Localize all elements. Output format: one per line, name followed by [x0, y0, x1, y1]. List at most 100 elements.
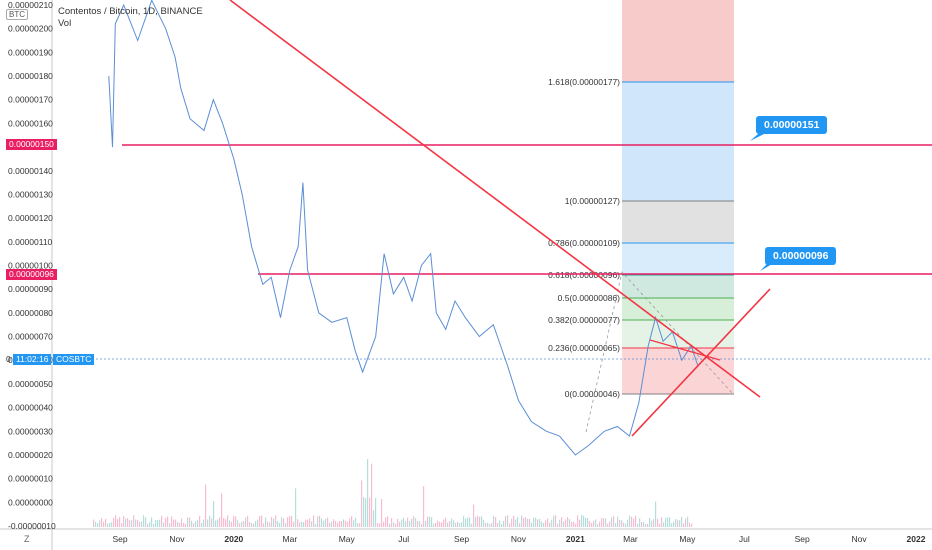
- volume-bar: [519, 523, 521, 527]
- volume-bar: [291, 516, 293, 527]
- volume-bar: [439, 521, 441, 527]
- volume-bar: [633, 518, 635, 527]
- volume-bar: [527, 518, 529, 527]
- volume-bar: [505, 516, 507, 527]
- volume-bar: [271, 516, 273, 527]
- volume-bar: [303, 522, 305, 527]
- callout-upper-pointer: [750, 134, 764, 141]
- volume-bar: [483, 519, 485, 527]
- volume-bar: [547, 518, 549, 527]
- volume-bar: [219, 517, 221, 527]
- volume-bar: [317, 516, 319, 527]
- volume-bar: [301, 521, 303, 527]
- price-callout-lower[interactable]: 0.00000096: [765, 247, 837, 265]
- volume-bar: [431, 517, 433, 527]
- y-tick-label: 0.00000100: [8, 261, 53, 271]
- volume-bar: [471, 523, 473, 527]
- volume-bar: [587, 517, 589, 527]
- volume-bar: [367, 459, 369, 527]
- fib-level-label: 0.618(0.00000096): [548, 270, 620, 280]
- fibonacci-lines: [622, 81, 734, 395]
- volume-bar: [531, 522, 533, 527]
- volume-bar: [351, 516, 353, 527]
- volume-bar: [157, 519, 159, 527]
- short-trendline[interactable]: [649, 339, 721, 361]
- volume-bar: [377, 523, 379, 527]
- fib-level-label: 0.786(0.00000109): [548, 238, 620, 248]
- fibonacci-zones: [622, 0, 734, 394]
- y-tick-label: 0.00000020: [8, 450, 53, 460]
- volume-bar: [599, 521, 601, 527]
- volume-bar: [449, 521, 451, 527]
- volume-bar: [423, 486, 425, 527]
- uptrend-line[interactable]: [631, 288, 771, 437]
- volume-bar: [183, 523, 185, 527]
- volume-bar: [491, 522, 493, 527]
- y-tick-label: 0.00000000: [8, 497, 53, 507]
- volume-bar: [381, 499, 383, 527]
- volume-bar: [215, 520, 217, 527]
- volume-bar: [639, 518, 641, 527]
- volume-bar: [673, 522, 675, 527]
- volume-bar: [393, 522, 395, 527]
- volume-bar: [185, 523, 187, 527]
- volume-bar: [161, 515, 163, 527]
- volume-bar: [495, 517, 497, 527]
- volume-bar: [679, 520, 681, 527]
- volume-bar: [201, 522, 203, 527]
- volume-bar: [425, 520, 427, 527]
- volume-bar: [513, 515, 515, 527]
- volume-bar: [685, 518, 687, 527]
- volume-bar: [619, 519, 621, 527]
- volume-bar: [181, 518, 183, 527]
- volume-bar: [535, 517, 537, 527]
- volume-bar: [565, 519, 567, 527]
- timezone-icon[interactable]: Z: [24, 534, 30, 544]
- volume-bar: [415, 517, 417, 527]
- downtrend-line[interactable]: [229, 0, 761, 398]
- volume-bar: [203, 519, 205, 527]
- volume-bar: [567, 517, 569, 527]
- volume-bar: [573, 521, 575, 527]
- volume-bar: [643, 522, 645, 527]
- volume-bar: [175, 519, 177, 527]
- volume-bar: [127, 518, 129, 527]
- volume-bar: [257, 519, 259, 527]
- volume-bar: [205, 484, 207, 527]
- volume-bar: [615, 523, 617, 527]
- volume-bar: [321, 518, 323, 527]
- volume-bar: [379, 523, 381, 527]
- volume-bar: [243, 521, 245, 527]
- y-tick-label: 0.00000200: [8, 24, 53, 34]
- volume-bar: [489, 523, 491, 527]
- volume-bar: [611, 517, 613, 527]
- x-tick-label: Sep: [454, 534, 469, 544]
- volume-bar: [585, 517, 587, 527]
- x-tick-label: Mar: [623, 534, 638, 544]
- volume-bar: [553, 515, 555, 527]
- volume-bars: [93, 459, 693, 527]
- volume-bar: [657, 518, 659, 527]
- volume-bar: [395, 523, 397, 527]
- volume-bar: [105, 518, 107, 527]
- volume-bar: [575, 523, 577, 527]
- y-tick-label: 0.00000030: [8, 426, 53, 436]
- volume-bar: [93, 519, 95, 527]
- y-tick-label: 0.00000170: [8, 95, 53, 105]
- volume-bar: [455, 522, 457, 527]
- volume-bar: [147, 523, 149, 527]
- price-callout-upper[interactable]: 0.00000151: [756, 116, 828, 134]
- volume-bar: [245, 517, 247, 527]
- volume-bar: [473, 504, 475, 527]
- volume-bar: [485, 523, 487, 527]
- volume-bar: [625, 523, 627, 527]
- volume-bar: [217, 519, 219, 527]
- volume-bar: [107, 523, 109, 527]
- volume-bar: [281, 517, 283, 527]
- volume-bar: [647, 523, 649, 527]
- volume-bar: [211, 518, 213, 527]
- volume-bar: [467, 517, 469, 527]
- x-tick-label: 2021: [566, 534, 585, 544]
- volume-bar: [277, 520, 279, 527]
